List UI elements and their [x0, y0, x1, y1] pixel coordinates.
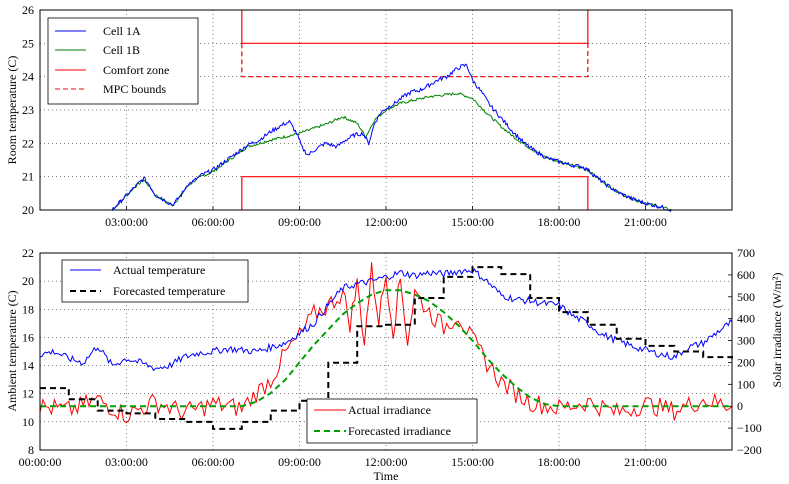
temperature-legend-box [61, 259, 249, 303]
bottom-x-tick-label: 21:00:00 [624, 455, 667, 469]
top-y-tick-label: 25 [22, 36, 34, 50]
series-line-actual-irradiance [39, 262, 733, 424]
top-x-tick-label: 09:00:00 [278, 215, 321, 229]
top-y-tick-label: 21 [22, 170, 34, 184]
bottom-left-y-tick-label: 18 [22, 302, 34, 316]
top-x-tick-label: 18:00:00 [538, 215, 581, 229]
top-y-tick-label: 24 [22, 70, 34, 84]
temperature-legend: Actual temperature Forecasted temperatur… [61, 259, 249, 303]
bottom-left-y-tick-label: 16 [22, 330, 34, 344]
bottom-right-y-tick-label: 200 [737, 355, 755, 369]
bottom-right-y-axis-label: Solar irradiance (W/m²) [770, 273, 784, 388]
bottom-x-tick-label: 00:00:00 [19, 455, 62, 469]
bottom-right-y-tick-labels: −200 −100 0 100 200 300 400 500 600 700 [737, 246, 762, 457]
top-y-tick-label: 20 [22, 203, 34, 217]
comfort-zone-upper [241, 10, 589, 44]
series-line-cell-1a [111, 63, 672, 213]
bottom-right-y-tick-label: 0 [737, 399, 743, 413]
legend-label-cell-1a: Cell 1A [103, 24, 141, 38]
bottom-x-axis-label: Time [374, 469, 399, 483]
bottom-axes-frame [39, 252, 733, 451]
bottom-x-tick-label: 06:00:00 [192, 455, 235, 469]
bottom-right-y-tick-label: 100 [737, 377, 755, 391]
bottom-right-y-tick-label: −200 [737, 443, 762, 457]
top-x-tick-label: 21:00:00 [624, 215, 667, 229]
bottom-right-y-tick-label: 400 [737, 312, 755, 326]
series-line-cell-1b [111, 91, 672, 211]
bottom-right-y-tick-label: 300 [737, 334, 755, 348]
legend-label-mpc-bounds: MPC bounds [103, 82, 166, 96]
top-y-tick-label: 26 [22, 3, 34, 17]
bottom-left-y-tick-label: 14 [22, 359, 34, 373]
legend-label-forecasted-temperature: Forecasted temperature [113, 284, 225, 298]
top-y-tick-label: 23 [22, 103, 34, 117]
legend-label-comfort-zone: Comfort zone [103, 63, 169, 77]
irradiance-legend: Actual irradiance Forecasted irradiance [306, 398, 478, 444]
top-y-tick-label: 22 [22, 136, 34, 150]
top-y-axis-label: Room temperature (C) [5, 56, 19, 165]
top-x-tick-label: 06:00:00 [192, 215, 235, 229]
bottom-right-y-tick-label: 500 [737, 290, 755, 304]
series-line-forecasted-temperature [40, 266, 733, 430]
legend-label-cell-1b: Cell 1B [103, 43, 140, 57]
bottom-x-tick-label: 03:00:00 [105, 455, 148, 469]
bottom-left-y-tick-label: 10 [22, 415, 34, 429]
bottom-right-y-tick-label: 600 [737, 268, 755, 282]
bottom-x-tick-label: 09:00:00 [278, 455, 321, 469]
bottom-x-tick-label: 12:00:00 [365, 455, 408, 469]
irradiance-legend-box [306, 398, 478, 444]
top-x-tick-labels: 03:00:00 06:00:00 09:00:00 12:00:00 15:00:00… [105, 215, 667, 229]
legend-label-forecasted-irradiance: Forecasted irradiance [348, 424, 451, 438]
bottom-right-y-tick-label: −100 [737, 421, 762, 435]
legend-label-actual-temperature: Actual temperature [113, 263, 205, 277]
bottom-right-y-tick-label: 700 [737, 246, 755, 260]
bottom-x-tick-labels: 00:00:00 03:00:00 06:00:00 09:00:00 12:00:00… [19, 455, 667, 469]
legend-label-actual-irradiance: Actual irradiance [348, 403, 431, 417]
series-line-forecasted-irradiance [40, 289, 732, 408]
bottom-series [39, 262, 733, 430]
bottom-x-tick-label: 15:00:00 [451, 455, 494, 469]
ambient-panel: 00:00:00 03:00:00 06:00:00 09:00:00 12:00:00… [5, 246, 784, 483]
mpc-bounds-line [241, 43, 589, 78]
bottom-left-y-tick-label: 22 [22, 246, 34, 260]
bottom-left-y-tick-label: 12 [22, 387, 34, 401]
top-series [111, 10, 672, 213]
top-x-tick-label: 12:00:00 [365, 215, 408, 229]
top-x-tick-label: 03:00:00 [105, 215, 148, 229]
room-temperature-panel: 03:00:00 06:00:00 09:00:00 12:00:00 15:00:00… [5, 3, 733, 229]
bottom-x-tick-label: 18:00:00 [538, 455, 581, 469]
top-legend: Cell 1A Cell 1B Comfort zone MPC bounds [47, 17, 199, 105]
top-axes-frame [39, 9, 733, 211]
bottom-left-y-tick-label: 8 [28, 443, 34, 457]
comfort-zone-lower [241, 176, 589, 210]
top-y-tick-labels: 20 21 22 23 24 25 26 [22, 3, 34, 217]
bottom-left-y-tick-label: 20 [22, 274, 34, 288]
top-x-tick-label: 15:00:00 [451, 215, 494, 229]
bottom-left-y-tick-labels: 8 10 12 14 16 18 20 22 [22, 246, 34, 457]
top-legend-box [47, 17, 199, 105]
bottom-left-y-axis-label: Ambient temperature (C) [5, 290, 19, 411]
